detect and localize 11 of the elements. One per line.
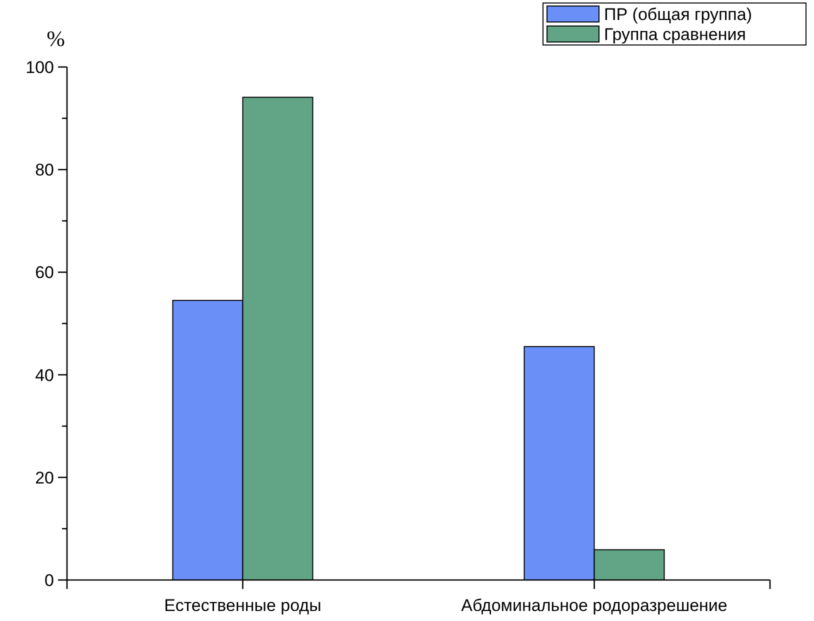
x-tick-label: Абдоминальное родоразрешение bbox=[461, 596, 728, 615]
legend-label: Группа сравнения bbox=[604, 25, 746, 44]
y-tick-label: 0 bbox=[44, 570, 54, 590]
y-tick-label: 20 bbox=[35, 468, 54, 488]
y-tick-label: 80 bbox=[35, 160, 54, 180]
x-tick-label: Естественные роды bbox=[164, 596, 322, 615]
y-axis-title: % bbox=[46, 26, 65, 51]
y-tick-label: 60 bbox=[35, 263, 54, 282]
legend-label: ПР (общая группа) bbox=[604, 5, 752, 24]
y-tick-label: 40 bbox=[35, 366, 54, 385]
y-tick-label: 100 bbox=[26, 58, 54, 77]
